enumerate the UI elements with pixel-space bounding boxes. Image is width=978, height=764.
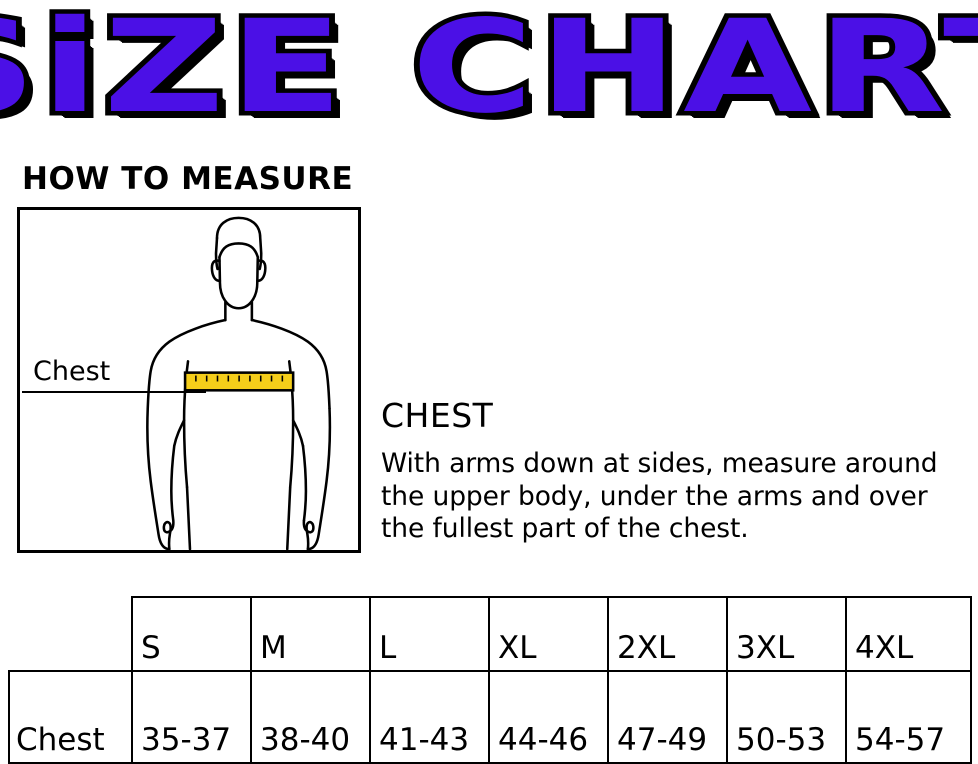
chest-description-heading: CHEST: [381, 396, 494, 435]
table-cell-chest-l: 41-43: [369, 670, 490, 764]
table-header-l: L: [369, 596, 490, 672]
table-cell-chest-xl: 44-46: [488, 670, 609, 764]
chest-leader-line: [22, 391, 206, 393]
how-to-measure-heading: HOW TO MEASURE: [22, 161, 354, 197]
page-title: SiZE CHART: [0, 0, 978, 146]
table-row-label-chest: Chest: [8, 670, 133, 764]
table-row-chest: Chest 35-37 38-40 41-43 44-46 47-49 50-5…: [8, 670, 972, 764]
table-cell-chest-4xl: 54-57: [845, 670, 972, 764]
table-cell-chest-m: 38-40: [250, 670, 371, 764]
measurement-diagram: [17, 207, 361, 553]
table-header-xl: XL: [488, 596, 609, 672]
table-cell-chest-2xl: 47-49: [607, 670, 728, 764]
table-corner-cell: [9, 597, 132, 671]
table-header-3xl: 3XL: [726, 596, 847, 672]
title-banner: SiZE CHART: [0, 0, 978, 149]
size-table: S M L XL 2XL 3XL 4XL Chest 35-37 38-40 4…: [8, 596, 972, 764]
chest-measure-label: Chest: [33, 356, 111, 387]
table-header-4xl: 4XL: [845, 596, 972, 672]
chest-description-text: With arms down at sides, measure around …: [381, 448, 938, 544]
body-figure-icon: [146, 216, 332, 550]
table-cell-chest-s: 35-37: [131, 670, 252, 764]
table-header-s: S: [131, 596, 252, 672]
table-header-2xl: 2XL: [607, 596, 728, 672]
size-table-container: S M L XL 2XL 3XL 4XL Chest 35-37 38-40 4…: [8, 596, 972, 764]
table-header-m: M: [250, 596, 371, 672]
tape-measure-icon: [183, 371, 295, 392]
chest-description-block: CHEST With arms down at sides, measure a…: [381, 396, 973, 546]
table-header-row: S M L XL 2XL 3XL 4XL: [9, 596, 972, 672]
table-cell-chest-3xl: 50-53: [726, 670, 847, 764]
